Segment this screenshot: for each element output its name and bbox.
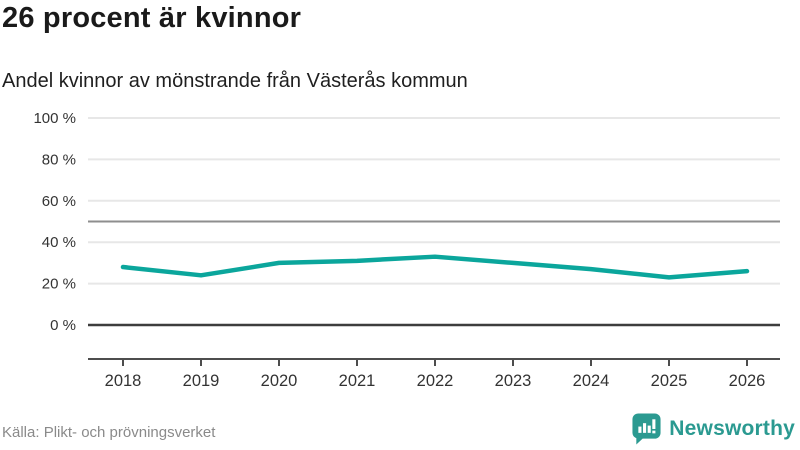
y-tick-label: 0 % [50,317,76,334]
y-axis-labels: 0 % 20 % 40 % 60 % 80 % 100 % [33,110,76,334]
x-axis [88,358,780,366]
y-tick-label: 40 % [42,234,76,251]
x-tick-label: 2026 [729,372,766,390]
y-gridlines [88,117,780,327]
x-tick-label: 2021 [339,372,376,390]
x-tick-label: 2018 [105,372,142,390]
x-tick-label: 2023 [495,372,532,390]
x-tick-label: 2025 [651,372,688,390]
x-tick-label: 2024 [573,372,610,390]
y-tick-label: 80 % [42,151,76,168]
chart-title: 26 procent är kvinnor [2,2,302,34]
y-tick-label: 100 % [33,110,76,127]
newsworthy-wordmark: Newsworthy [669,416,795,440]
y-tick-label: 60 % [42,193,76,210]
y-tick-label: 20 % [42,276,76,293]
x-tick-label: 2019 [183,372,220,390]
x-tick-label: 2020 [261,372,298,390]
newsworthy-bar-chart-bubble-icon [632,413,661,445]
data-line-andel-kvinnor [120,254,750,280]
x-tick-label: 2022 [417,372,454,390]
x-axis-labels: 2018 2019 2020 2021 2022 2023 2024 2025 2026 [105,372,766,390]
chart-subtitle: Andel kvinnor av mönstrande från Västerå… [2,70,468,92]
newsworthy-logo: Newsworthy [631,412,795,445]
source-note: Källa: Plikt- och prövningsverket [2,424,216,441]
